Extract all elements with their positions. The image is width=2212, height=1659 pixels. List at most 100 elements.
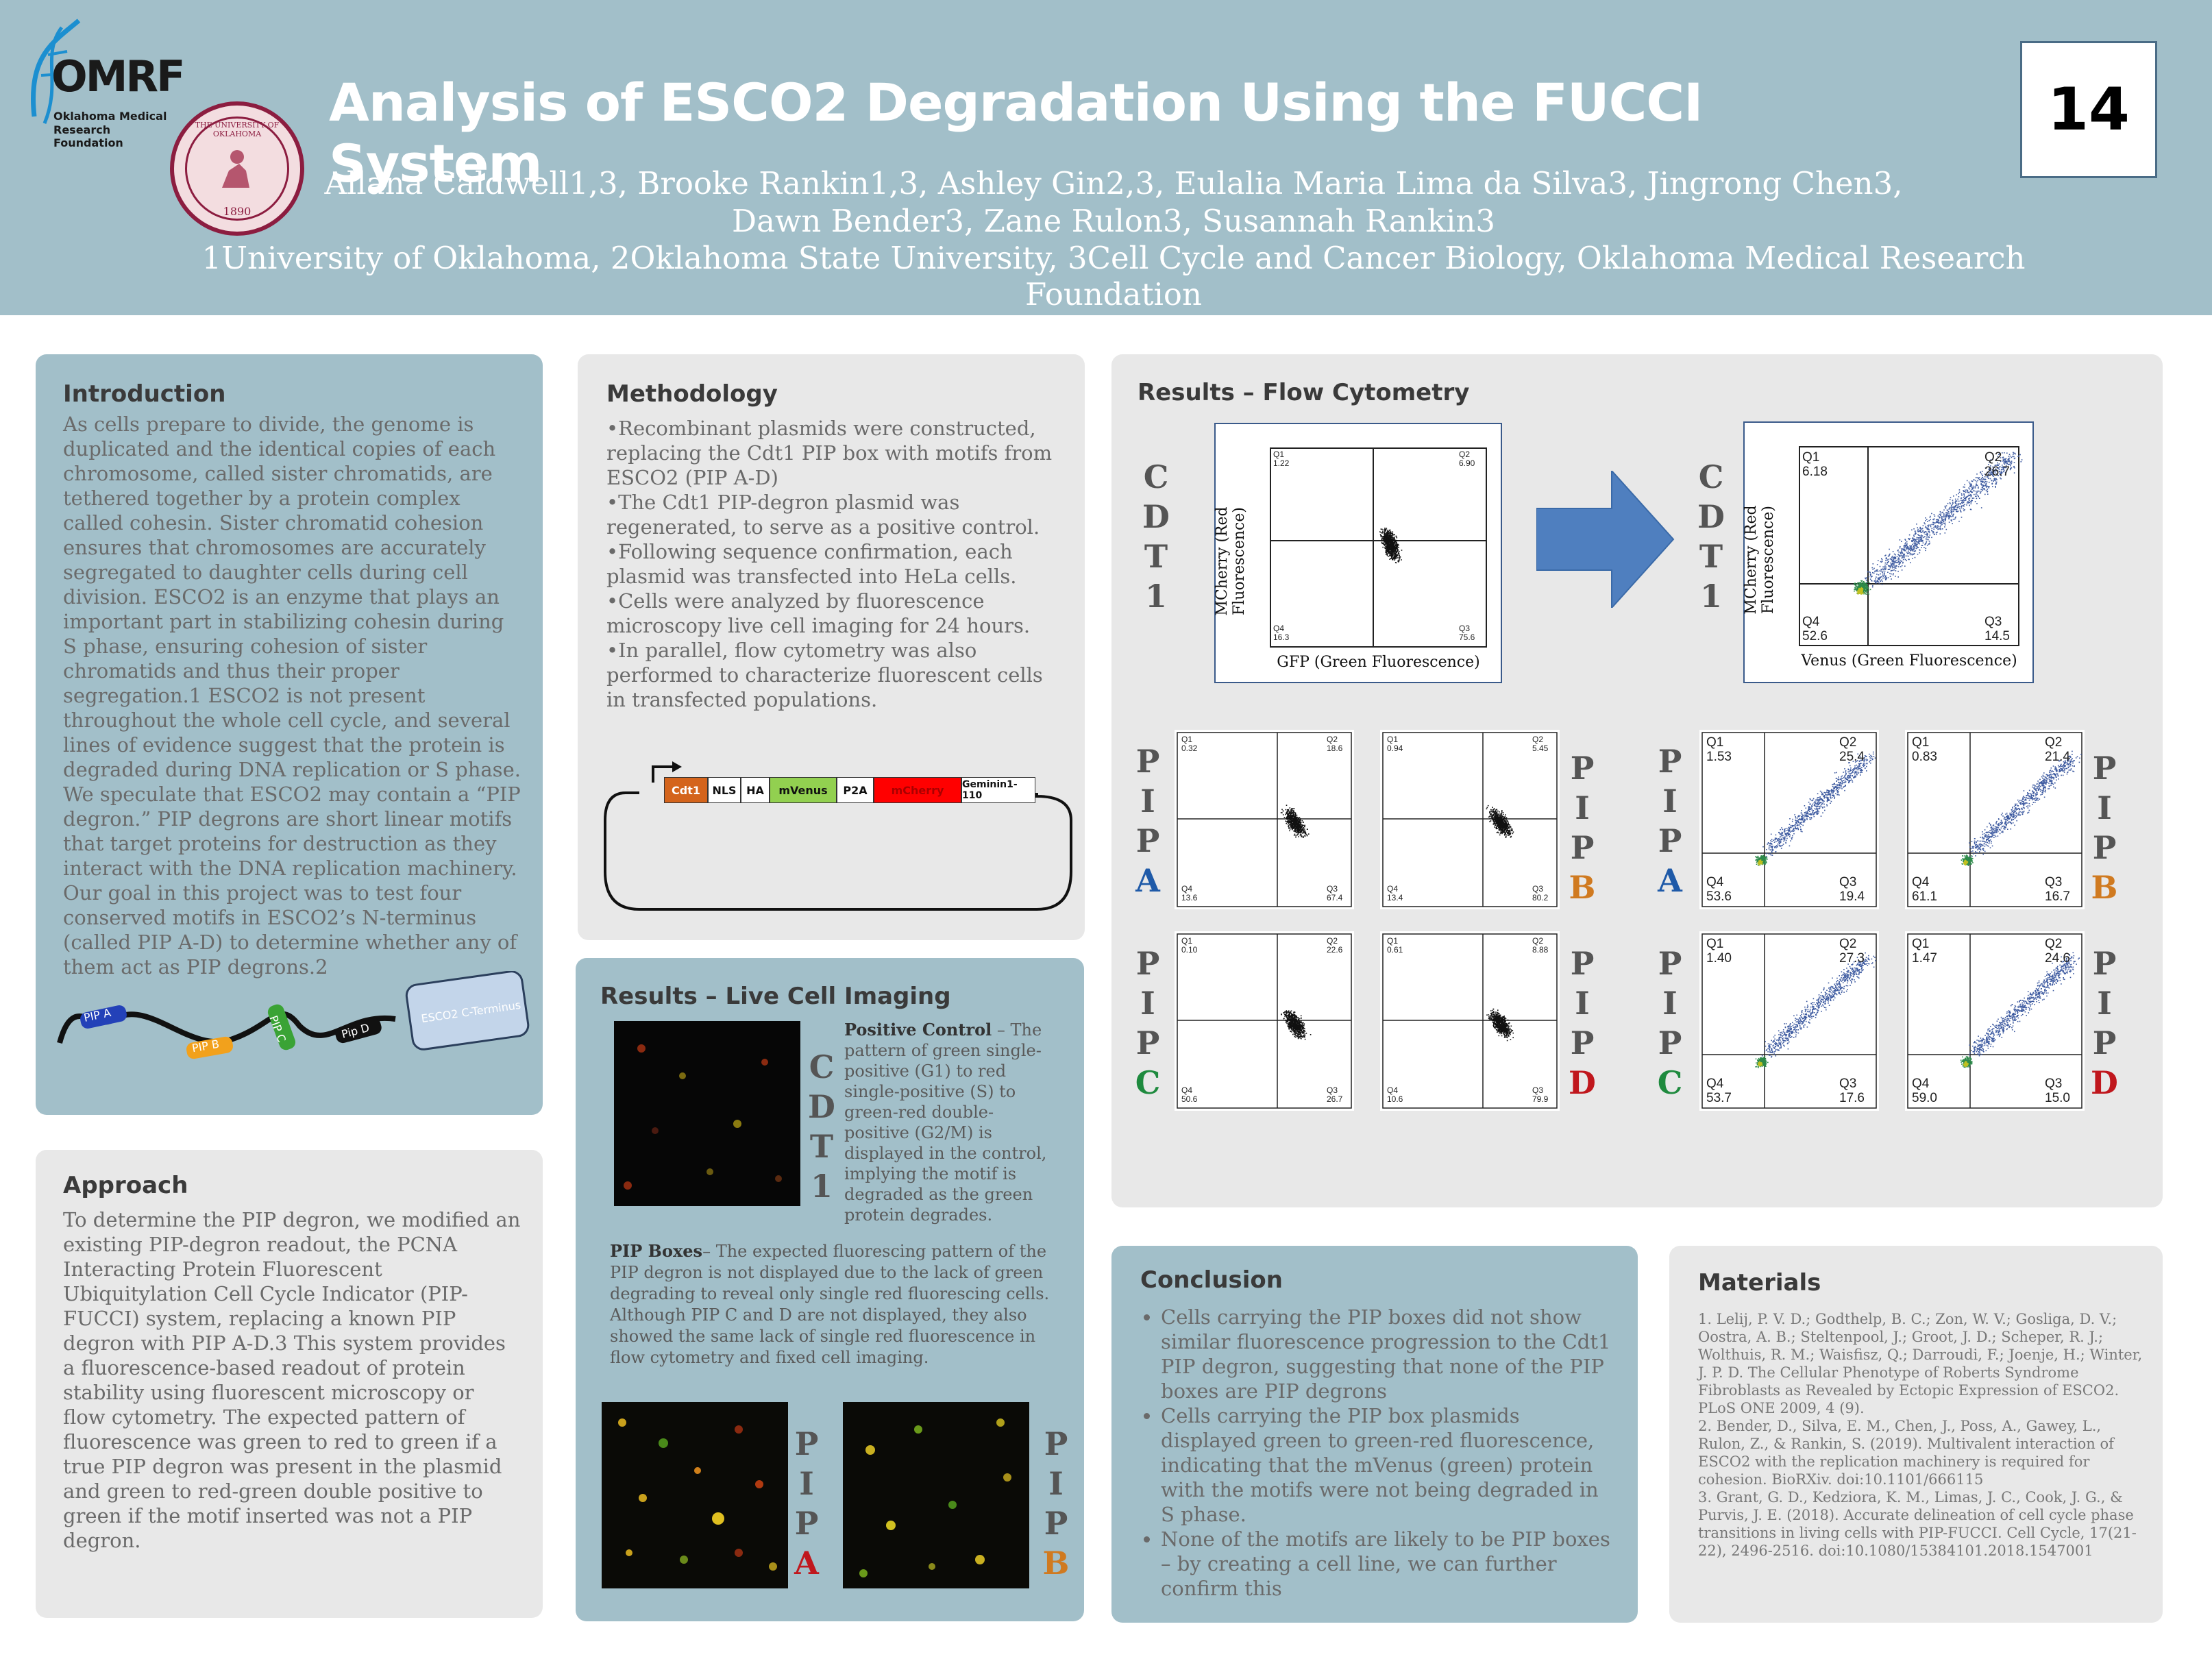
flow-pip-d-letter: P: [1570, 945, 1595, 982]
quadrant-label: Q2 21.4: [2045, 735, 2070, 764]
flow-small-plot: Q1 0.61 Q2 8.88 Q3 79.9 Q4 10.6: [1380, 931, 1560, 1111]
live-imaging-heading: Results – Live Cell Imaging: [600, 983, 951, 1010]
flow-small-plot: Q1 0.94 Q2 5.45 Q3 80.2 Q4 13.4: [1380, 730, 1560, 909]
flow-pip-d-letter-right: I: [2097, 985, 2112, 1022]
conclusion-item: None of the motifs are likely to be PIP …: [1161, 1527, 1612, 1601]
cdt1-gfp-plot: MCherry (Red Fluorescence) GFP (Green Fl…: [1214, 423, 1502, 683]
flow-small-plot: Q1 1.47 Q2 24.6 Q3 15.0 Q4 59.0: [1905, 931, 2085, 1111]
flow-pip-c-letter: P: [1135, 1024, 1160, 1061]
big-right-xlabel: Venus (Green Fluorescence): [1801, 652, 2017, 669]
big-left-q1: Q1 1.22: [1273, 450, 1290, 468]
pip-boxes-label: PIP Boxes: [610, 1241, 703, 1261]
quadrant-label: Q1 0.61: [1387, 936, 1403, 955]
authors: Allana Caldwell1,3, Brooke Rankin1,3, As…: [171, 164, 2056, 240]
cdt1-venus-plot: MCherry (Red Fluorescence) Venus (Green …: [1743, 421, 2034, 683]
cdt1-microscopy-image: [614, 1021, 800, 1206]
positive-control-desc: – The pattern of green single-positive (…: [844, 1020, 1047, 1225]
logo-subtitle-2: Research Foundation: [53, 123, 123, 149]
materials-heading: Materials: [1698, 1269, 1821, 1297]
live-pipa-letter: I: [799, 1465, 814, 1502]
conclusion-panel: Conclusion Cells carrying the PIP boxes …: [1111, 1246, 1638, 1623]
pipb-microscopy-image: [843, 1402, 1029, 1588]
quadrant-label: Q4 59.0: [1912, 1077, 1937, 1105]
flow-pip-d-letter: I: [1575, 985, 1590, 1022]
flow-pip-d-label-right: D: [2091, 1064, 2118, 1101]
methodology-panel: Methodology •Recombinant plasmids were c…: [578, 354, 1085, 940]
flow-pip-b-letter: I: [1575, 789, 1590, 826]
right-arrow-icon: [1536, 471, 1675, 608]
live-cdt1-letter: 1: [810, 1168, 833, 1205]
flow-cdt1-letter: 1: [1144, 578, 1167, 615]
quadrant-label: Q1 1.40: [1706, 937, 1732, 966]
quadrant-label: Q4 10.6: [1387, 1085, 1403, 1104]
live-cdt1-letter: T: [809, 1128, 834, 1165]
flow-pip-b-letter-right: I: [2097, 789, 2112, 826]
flow-pip-a-label-right: A: [1658, 862, 1682, 899]
flow-cdt1-letter-right: D: [1697, 498, 1725, 535]
reference-item: 1. Lelij, P. V. D.; Godthelp, B. C.; Zon…: [1698, 1311, 2143, 1416]
live-pipb-letter: P: [1044, 1425, 1068, 1462]
methodology-item: •Recombinant plasmids were constructed, …: [606, 417, 1053, 489]
big-right-q1: Q1 6.18: [1802, 450, 1828, 479]
flow-heading: Results – Flow Cytometry: [1138, 379, 1470, 406]
live-cdt1-letter: C: [809, 1048, 835, 1085]
methodology-list: •Recombinant plasmids were constructed, …: [606, 416, 1059, 712]
logo-subtitle-1: Oklahoma Medical: [53, 110, 167, 123]
materials-refs: 1. Lelij, P. V. D.; Godthelp, B. C.; Zon…: [1698, 1310, 2143, 1560]
big-left-q2: Q2 6.90: [1459, 450, 1475, 468]
approach-heading: Approach: [63, 1172, 188, 1199]
flow-pip-b-label: B: [1569, 869, 1596, 906]
flow-pip-c-letter-right: P: [1658, 1024, 1682, 1061]
quadrant-label: Q3 67.4: [1327, 884, 1343, 902]
conclusion-heading: Conclusion: [1140, 1266, 1283, 1294]
flow-cdt1-letter-right: T: [1699, 538, 1723, 575]
reference-item: 3. Grant, G. D., Kedziora, K. M., Limas,…: [1698, 1489, 2137, 1559]
live-pipb-letter: I: [1048, 1465, 1064, 1502]
flow-pip-b-letter: P: [1570, 829, 1595, 866]
seal-text: THE UNIVERSITY OF OKLAHOMA: [195, 121, 280, 138]
flow-pip-c-letter-right: I: [1662, 985, 1678, 1022]
poster-title: Analysis of ESCO2 Degradation Using the …: [329, 72, 1703, 194]
flow-small-plot: Q1 0.10 Q2 22.6 Q3 26.7 Q4 50.6: [1175, 931, 1354, 1111]
pipa-microscopy-image: [602, 1402, 788, 1588]
quadrant-label: Q3 16.7: [2045, 875, 2070, 904]
flow-pip-b-label-right: B: [2091, 869, 2118, 906]
live-imaging-panel: Results – Live Cell Imaging C D T 1 Posi…: [576, 958, 1084, 1621]
quadrant-label: Q4 53.6: [1706, 875, 1732, 904]
quadrant-label: Q2 24.6: [2045, 937, 2070, 966]
conclusion-item: Cells carrying the PIP boxes did not sho…: [1161, 1305, 1612, 1403]
flow-pip-a-label: A: [1135, 862, 1160, 899]
segment-ha: HA: [741, 777, 770, 803]
materials-panel: Materials 1. Lelij, P. V. D.; Godthelp, …: [1669, 1246, 2163, 1623]
big-left-q3: Q3 75.6: [1459, 624, 1475, 642]
affiliations: 1University of Oklahoma, 2Oklahoma State…: [201, 240, 2026, 312]
live-pipa-label: A: [794, 1545, 819, 1582]
introduction-heading: Introduction: [63, 380, 226, 408]
flow-pip-d-letter: P: [1570, 1024, 1595, 1061]
quadrant-label: Q1 0.83: [1912, 735, 1937, 764]
conclusion-item: Cells carrying the PIP box plasmids disp…: [1161, 1403, 1612, 1527]
flow-cdt1-letter: T: [1144, 538, 1168, 575]
live-cdt1-letter: D: [808, 1088, 835, 1125]
quadrant-label: Q2 25.4: [1839, 735, 1865, 764]
quadrant-label: Q3 79.9: [1532, 1085, 1549, 1104]
quadrant-label: Q2 27.3: [1839, 937, 1865, 966]
quadrant-label: Q1 0.94: [1387, 735, 1403, 753]
authors-line-1: Allana Caldwell1,3, Brooke Rankin1,3, As…: [324, 165, 1903, 201]
big-left-xlabel: GFP (Green Fluorescence): [1277, 654, 1480, 671]
methodology-item: •Cells were analyzed by fluorescence mic…: [606, 589, 1031, 637]
logo-text: OMRF: [51, 51, 185, 101]
big-left-q4: Q4 16.3: [1273, 624, 1290, 642]
segment-cdt1: Cdt1: [664, 777, 708, 803]
flow-pip-c-letter: I: [1140, 985, 1155, 1022]
big-right-ylabel: MCherry (Red Fluorescence): [1743, 505, 1777, 615]
quadrant-label: Q3 26.7: [1327, 1085, 1343, 1104]
flow-cdt1-letter-right: C: [1698, 458, 1724, 495]
flow-cdt1-letter: C: [1143, 458, 1169, 495]
flow-pip-c-letter: P: [1135, 945, 1160, 982]
reference-item: 2. Bender, D., Silva, E. M., Chen, J., P…: [1698, 1418, 2114, 1488]
esco2-diagram: [57, 971, 530, 1059]
live-pipa-letter: P: [794, 1505, 819, 1542]
flow-pip-a-letter: I: [1140, 783, 1155, 820]
live-pipb-label: B: [1042, 1545, 1070, 1582]
